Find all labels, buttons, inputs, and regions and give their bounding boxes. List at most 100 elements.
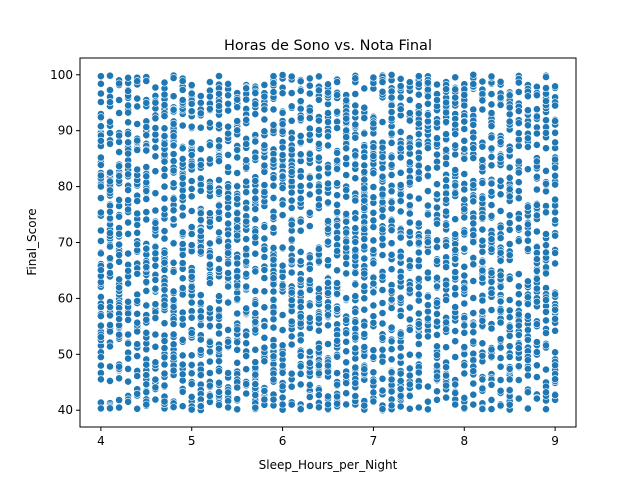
data-point — [369, 246, 378, 254]
data-point — [351, 90, 360, 98]
data-point — [551, 171, 559, 180]
data-point — [487, 161, 496, 170]
data-point — [178, 314, 187, 323]
data-point — [106, 242, 114, 251]
data-point — [423, 397, 432, 406]
data-point — [260, 234, 269, 243]
data-point — [387, 198, 396, 207]
data-point — [278, 200, 287, 209]
data-point — [469, 154, 478, 162]
data-point — [151, 130, 160, 139]
data-point — [478, 405, 487, 413]
data-point — [260, 357, 269, 366]
data-point — [178, 96, 187, 104]
data-point — [142, 286, 151, 295]
data-point — [115, 275, 123, 284]
data-point — [533, 266, 541, 275]
data-point — [487, 201, 496, 209]
data-point — [423, 117, 432, 126]
data-point — [396, 330, 405, 338]
data-point — [524, 293, 532, 302]
data-point — [524, 121, 532, 130]
data-point — [333, 392, 341, 401]
data-point — [260, 105, 269, 114]
data-point — [115, 229, 123, 238]
data-point — [324, 400, 332, 409]
data-point — [396, 190, 405, 199]
data-point — [405, 228, 414, 236]
data-point — [160, 182, 169, 191]
data-point — [360, 365, 369, 374]
data-point — [215, 292, 223, 301]
data-point — [333, 305, 341, 313]
data-point — [414, 174, 423, 183]
data-point — [305, 313, 314, 322]
data-point — [342, 126, 351, 135]
data-point — [260, 303, 269, 312]
data-point — [505, 110, 514, 119]
data-point — [97, 208, 105, 217]
data-point — [514, 157, 523, 166]
data-point — [151, 249, 160, 258]
data-point — [451, 130, 460, 138]
data-point — [423, 78, 432, 87]
data-point — [351, 269, 360, 277]
data-point — [333, 78, 341, 86]
data-point — [160, 227, 169, 235]
data-point — [178, 250, 187, 259]
data-point — [133, 352, 142, 360]
data-point — [387, 93, 396, 102]
data-point — [442, 318, 450, 327]
data-point — [242, 235, 251, 243]
y-tick-label: 90 — [58, 124, 73, 138]
data-point — [269, 295, 278, 304]
data-point — [524, 326, 532, 334]
data-point — [496, 207, 505, 215]
data-point — [196, 298, 205, 307]
data-point — [469, 328, 478, 337]
data-point — [233, 182, 242, 191]
data-point — [351, 363, 360, 372]
data-point — [169, 157, 178, 165]
data-point — [269, 121, 278, 129]
data-point — [487, 235, 496, 244]
data-points — [97, 70, 559, 415]
data-point — [260, 92, 269, 101]
data-point — [160, 124, 169, 133]
data-point — [342, 389, 351, 398]
data-point — [469, 105, 478, 114]
data-point — [151, 300, 160, 309]
data-point — [187, 81, 196, 89]
y-tick-label: 70 — [58, 236, 73, 250]
data-point — [215, 102, 223, 110]
data-point — [396, 207, 405, 216]
data-point — [478, 274, 487, 283]
data-point — [342, 171, 351, 179]
data-point — [215, 208, 223, 217]
data-point — [342, 358, 351, 367]
data-point — [160, 112, 169, 120]
data-point — [296, 97, 305, 105]
data-point — [287, 244, 296, 253]
data-point — [151, 167, 160, 176]
data-point — [324, 237, 332, 246]
data-point — [478, 375, 487, 384]
data-point — [514, 237, 523, 245]
data-point — [405, 116, 414, 125]
data-point — [433, 190, 441, 199]
data-point — [224, 106, 232, 115]
data-point — [260, 245, 269, 254]
data-point — [487, 152, 496, 161]
data-point — [396, 93, 405, 102]
data-point — [106, 327, 114, 336]
data-point — [378, 153, 387, 161]
data-point — [124, 377, 133, 386]
data-point — [514, 362, 523, 371]
data-point — [333, 124, 341, 132]
data-point — [97, 266, 105, 274]
data-point — [106, 269, 114, 277]
data-point — [414, 256, 423, 265]
data-point — [251, 89, 260, 97]
data-point — [433, 309, 441, 318]
data-point — [142, 277, 151, 286]
